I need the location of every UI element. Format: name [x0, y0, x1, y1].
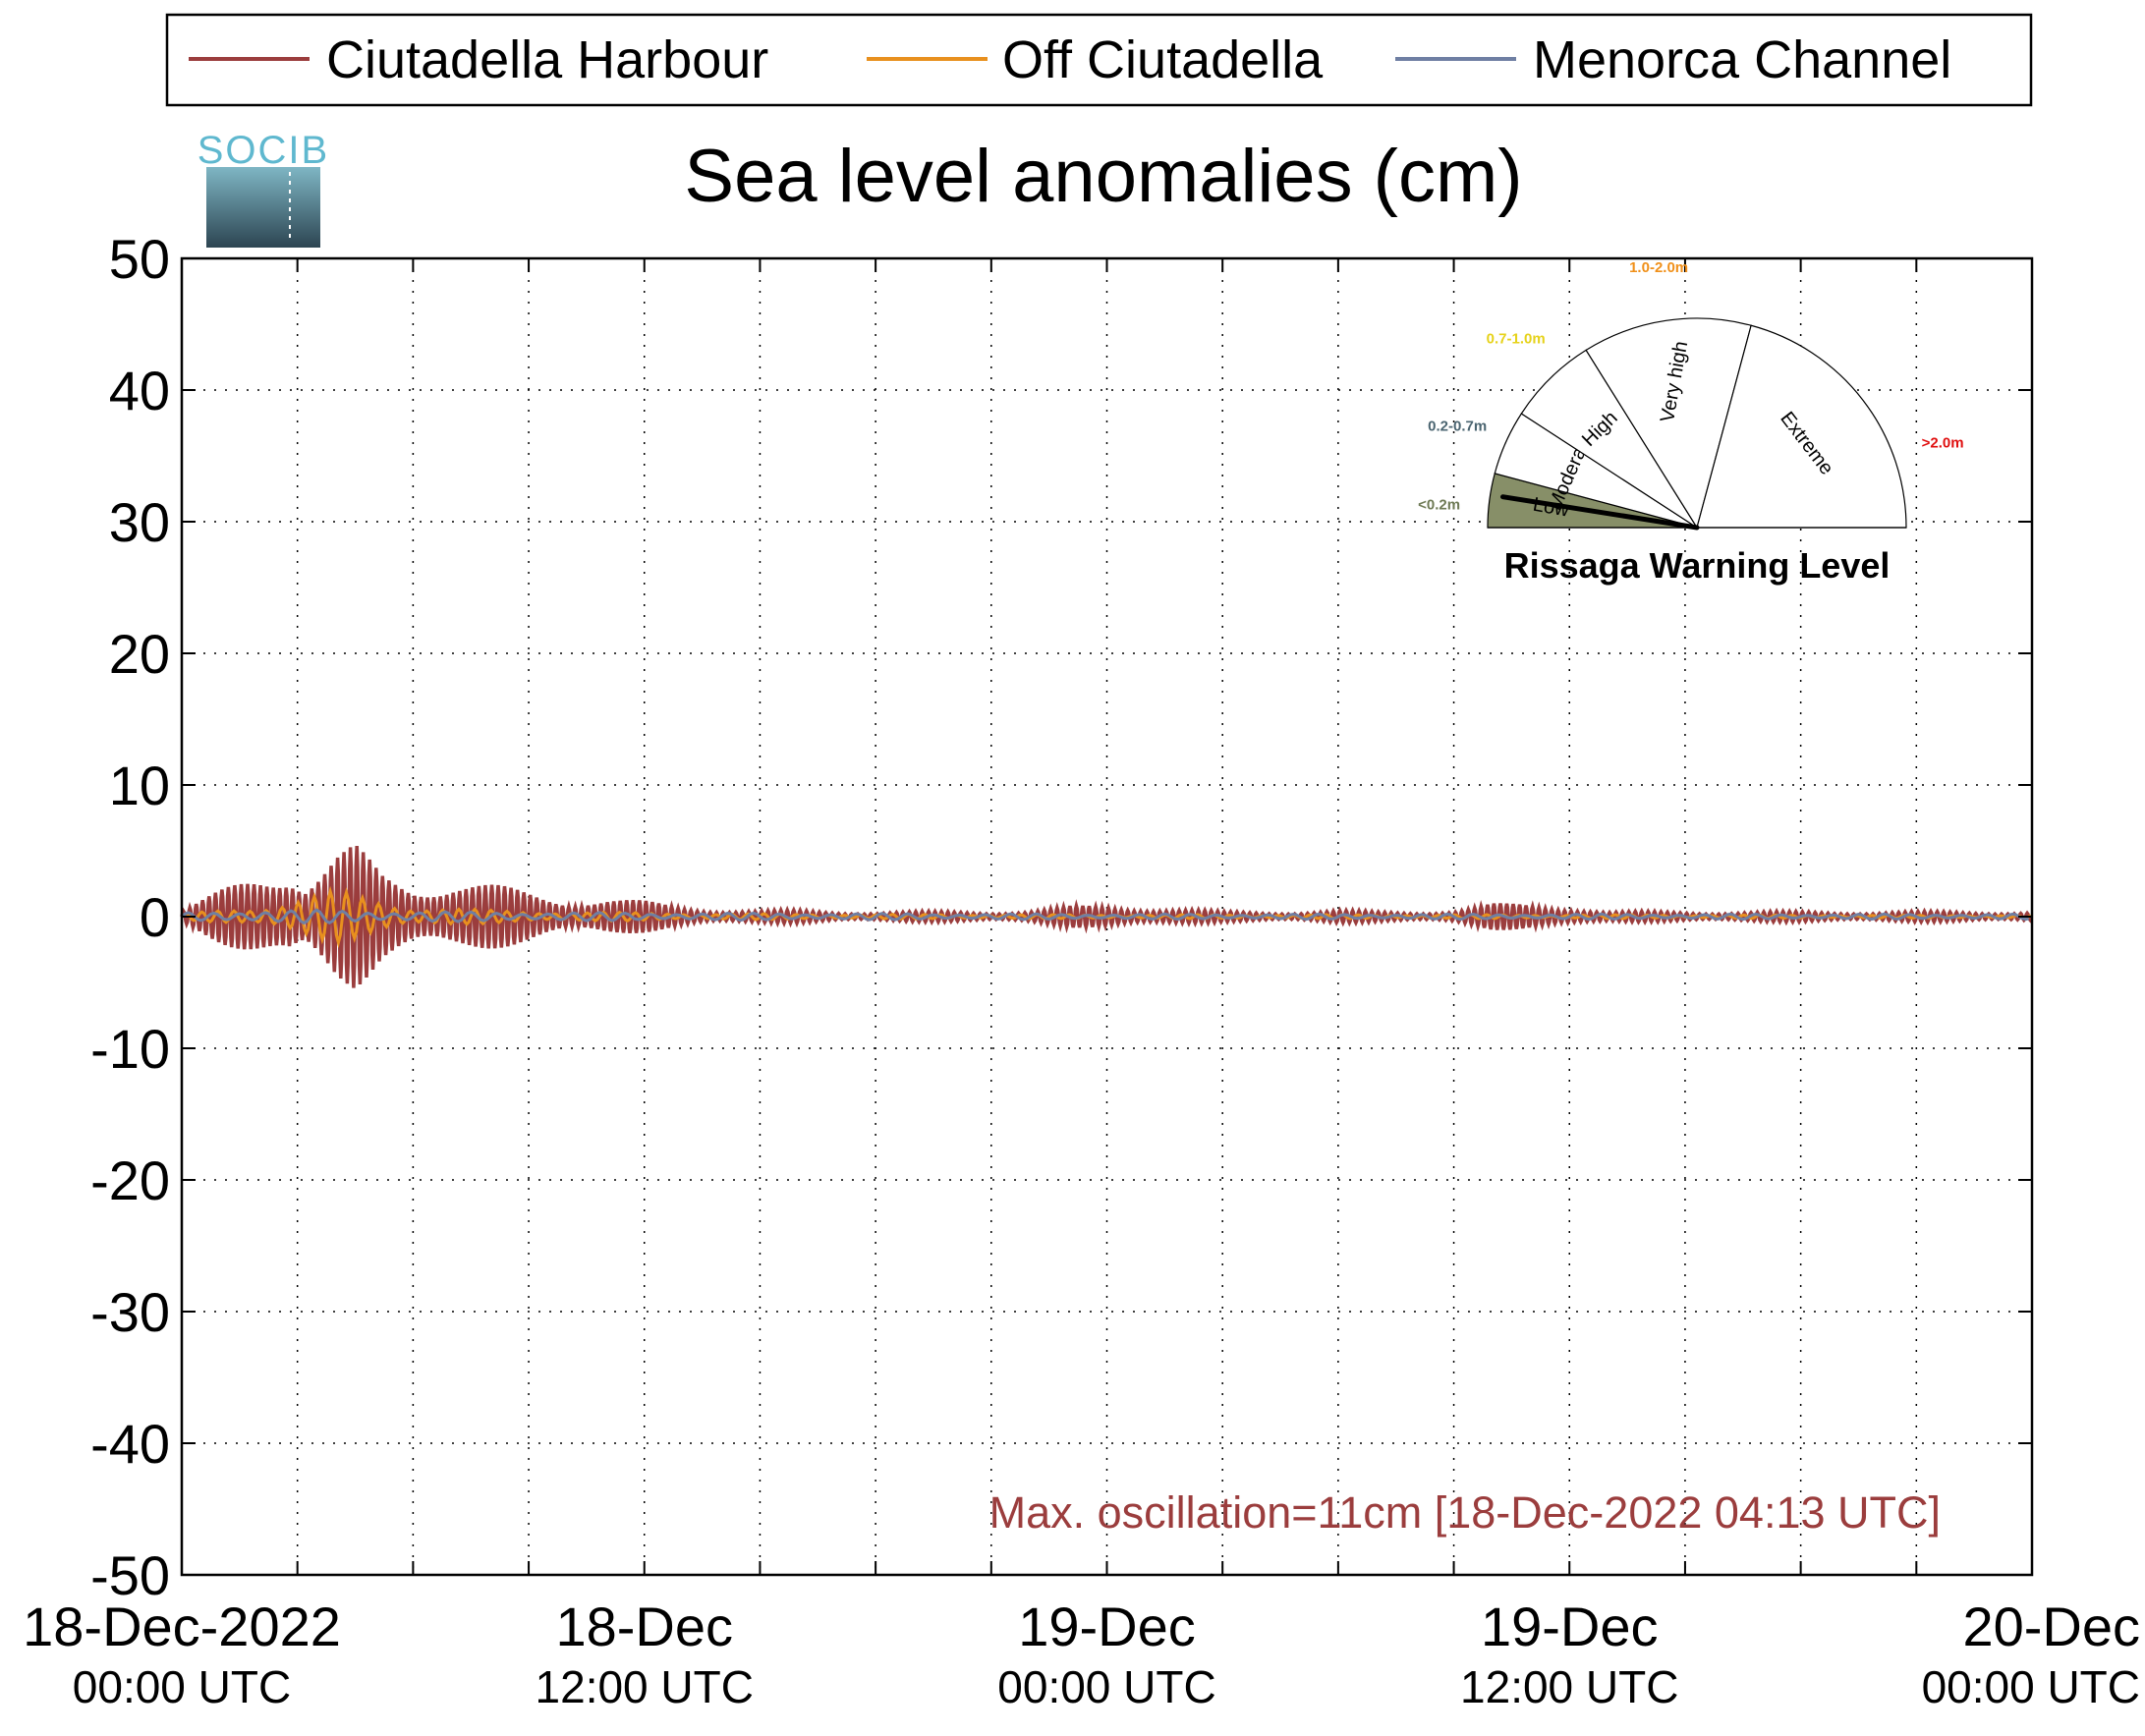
max-oscillation-annotation: Max. oscillation=11cm [18-Dec-2022 04:13… — [989, 1487, 1941, 1538]
gauge-range-label-high: 0.7-1.0m — [1487, 330, 1546, 347]
y-tick-label: -40 — [90, 1413, 170, 1475]
gauge-title: Rissaga Warning Level — [1504, 545, 1891, 586]
y-axis: 50 40 30 20 10 0 -10 -20 -30 -40 -50 — [90, 228, 2032, 1606]
y-tick-label: -10 — [90, 1018, 170, 1080]
x-tick-label-time: 00:00 UTC — [1922, 1661, 2140, 1712]
series-lines — [180, 846, 2033, 988]
legend-label-menorca-channel: Menorca Channel — [1533, 30, 1951, 89]
chart-title: Sea level anomalies (cm) — [684, 135, 1522, 218]
y-tick-label: -50 — [90, 1544, 170, 1606]
y-tick-label: -30 — [90, 1281, 170, 1343]
legend-box — [165, 13, 2033, 107]
x-tick-label-time: 12:00 UTC — [1460, 1661, 1678, 1712]
legend-label-off-ciutadella: Off Ciutadella — [1002, 30, 1324, 89]
series-line-menorca-channel — [181, 908, 2030, 925]
gauge-range-label-very-high: 1.0-2.0m — [1629, 259, 1688, 276]
gauge-range-label-extreme: >2.0m — [1922, 435, 1964, 452]
x-tick-label-date: 20-Dec — [1962, 1596, 2140, 1657]
x-tick-label-time: 00:00 UTC — [997, 1661, 1215, 1712]
gauge-sector-extreme — [1696, 324, 1907, 529]
y-tick-label: 20 — [109, 623, 170, 685]
x-tick-label-date: 18-Dec-2022 — [23, 1596, 341, 1657]
x-tick-label-date: 18-Dec — [555, 1596, 733, 1657]
gauge-needle — [1499, 494, 1700, 531]
x-tick-label-time: 00:00 UTC — [73, 1661, 291, 1712]
gauge-range-label-moderate: 0.2-0.7m — [1428, 418, 1487, 434]
y-tick-label: -20 — [90, 1149, 170, 1211]
socib-logo: SOCIB — [198, 129, 329, 248]
gauge-sector-very-high — [1585, 317, 1752, 530]
y-tick-label: 10 — [109, 755, 170, 816]
x-tick-label-date: 19-Dec — [1018, 1596, 1196, 1657]
y-tick-label: 30 — [109, 491, 170, 553]
legend-label-ciutadella-harbour: Ciutadella Harbour — [326, 30, 768, 89]
x-tick-label-date: 19-Dec — [1481, 1596, 1659, 1657]
gauge-range-label-low: <0.2m — [1418, 497, 1460, 514]
socib-logo-text: SOCIB — [198, 129, 329, 172]
y-tick-label: 40 — [109, 360, 170, 421]
legend: Ciutadella Harbour Off Ciutadella Menorc… — [165, 13, 2033, 107]
x-tick-label-time: 12:00 UTC — [536, 1661, 754, 1712]
y-tick-label: 0 — [140, 886, 170, 948]
y-tick-label: 50 — [109, 228, 170, 290]
